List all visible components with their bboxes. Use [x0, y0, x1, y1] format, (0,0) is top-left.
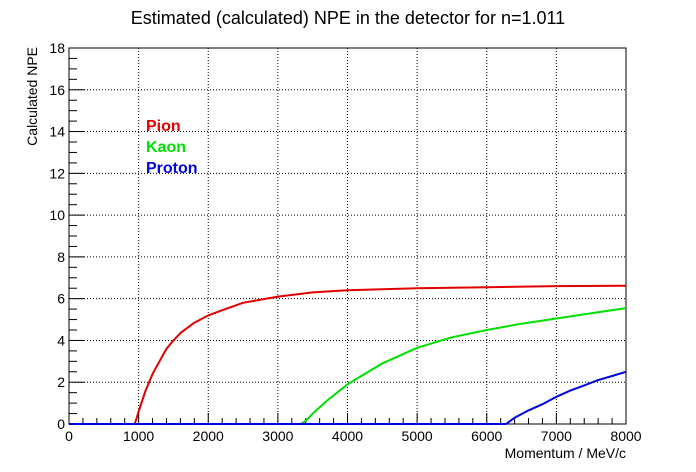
y-tick-label: 0: [57, 416, 65, 432]
x-tick-label: 2000: [193, 428, 224, 444]
x-tick-label: 8000: [610, 428, 641, 444]
series-line-proton: [69, 370, 627, 425]
legend-entry-pion: Pion: [146, 118, 181, 135]
y-tick-label: 12: [49, 165, 65, 181]
y-tick-label: 2: [57, 374, 65, 390]
y-tick-label: 6: [57, 291, 65, 307]
y-tick-label: 10: [49, 207, 65, 223]
plot-frame: [68, 47, 627, 425]
y-tick-label: 8: [57, 249, 65, 265]
x-tick-label: 0: [65, 428, 73, 444]
x-tick-label: 6000: [471, 428, 502, 444]
x-tick-label: 1000: [123, 428, 154, 444]
y-tick-label: 16: [49, 82, 65, 98]
x-axis-title: Momentum / MeV/c: [505, 445, 626, 461]
legend-entry-kaon: Kaon: [146, 139, 186, 156]
x-tick-label: 4000: [332, 428, 363, 444]
y-axis-title: Calculated NPE: [24, 47, 40, 146]
axis-ticks: [68, 47, 627, 425]
series-line-kaon: [69, 307, 627, 425]
x-tick-label: 3000: [262, 428, 293, 444]
x-tick-label: 7000: [541, 428, 572, 444]
y-tick-label: 14: [49, 124, 65, 140]
y-tick-label: 18: [49, 40, 65, 56]
series-lines: [69, 284, 627, 425]
legend: Pion Kaon Proton: [146, 118, 198, 177]
y-tick-label: 4: [57, 332, 65, 348]
tick-labels: 0 1000 2000 3000 4000 5000 6000 7000 8000 0 2 4 6 8 10…: [49, 40, 641, 444]
grid-lines: [69, 48, 626, 424]
x-tick-label: 5000: [402, 428, 433, 444]
series-line-pion: [69, 284, 627, 425]
chart-title: Estimated (calculated) NPE in the detect…: [131, 8, 565, 28]
legend-entry-proton: Proton: [146, 160, 198, 177]
